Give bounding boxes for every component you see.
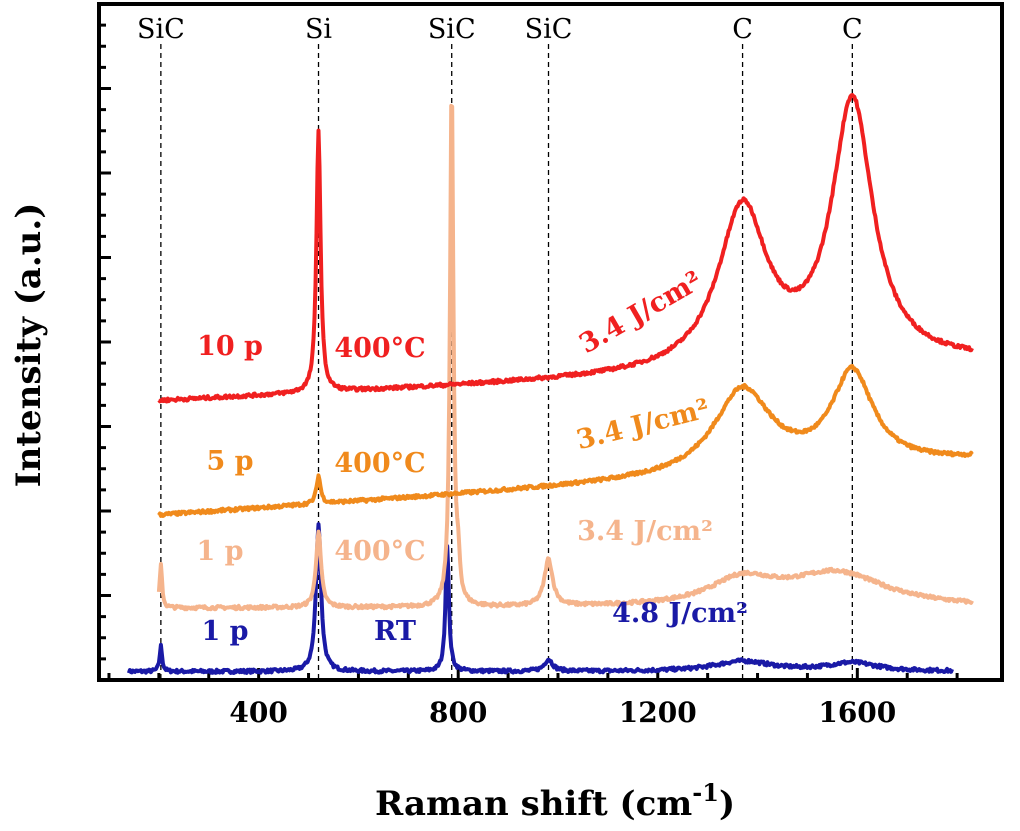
series-group [126,93,974,675]
plot-frame [97,2,1004,682]
x-axis-title-close: ) [719,784,735,824]
fluence-label: 4.8 J/cm² [612,598,748,629]
reference-lines: SiC Si SiC SiC C C [137,14,863,680]
series-line [157,364,974,518]
y-axis-title: Intensity (a.u.) [9,203,49,488]
peak-label: SiC [137,14,185,45]
x-tick-label: 1600 [818,696,896,729]
x-axis-title: Raman shift (cm-1) [375,778,735,824]
annotations: 1 p RT 4.8 J/cm² 1 p 400°C 3.4 J/cm² 5 p 400°C 3… [196,265,747,647]
fluence-label: 3.4 J/cm² [574,265,707,360]
peak-label: SiC [525,14,573,45]
temperature-label: RT [374,616,416,647]
x-tick-label: 400 [229,696,287,729]
x-axis-title-sup: -1 [692,778,719,807]
peak-label: C [842,14,863,45]
series-line [157,93,974,404]
peak-label: SiC [428,14,476,45]
axes: 400 800 1200 1600 [99,23,959,729]
peak-label: C [732,14,753,45]
x-tick-label: 800 [429,696,487,729]
peak-label: Si [305,14,332,45]
pulse-count-label: 1 p [196,536,243,567]
series-line [156,103,974,612]
x-axis-title-main: Raman shift (cm [375,784,692,824]
fluence-label: 3.4 J/cm² [577,516,713,547]
temperature-label: 400°C [334,536,425,567]
x-tick-label: 1200 [619,696,697,729]
pulse-count-label: 1 p [201,616,248,647]
temperature-label: 400°C [334,448,425,479]
fluence-label: 3.4 J/cm² [573,393,712,456]
temperature-label: 400°C [334,333,425,364]
pulse-count-label: 5 p [206,446,253,477]
pulse-count-label: 10 p [197,331,263,362]
series-line [126,522,954,675]
